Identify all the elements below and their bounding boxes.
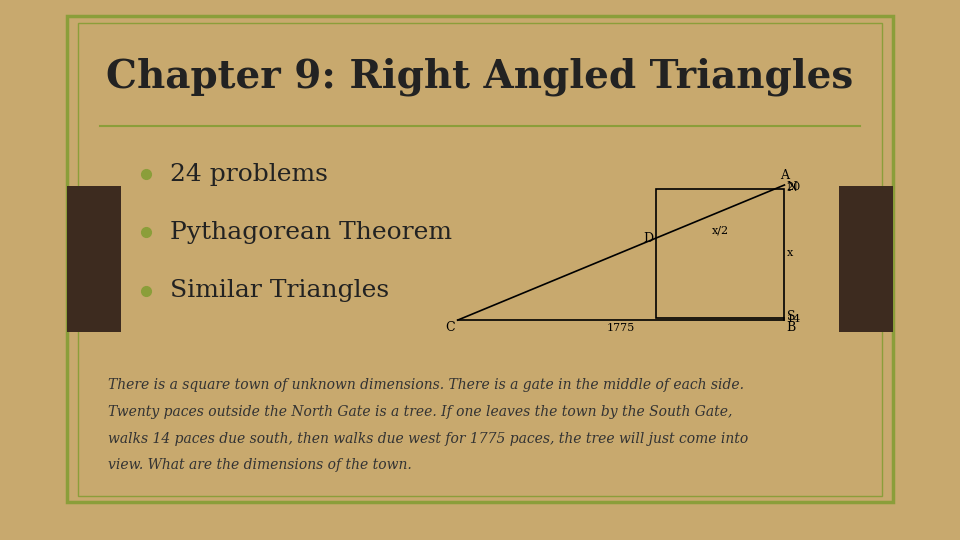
Text: view. What are the dimensions of the town.: view. What are the dimensions of the tow… <box>108 458 412 472</box>
Bar <box>656 188 784 318</box>
Text: walks 14 paces due south, then walks due west for 1775 paces, the tree will just: walks 14 paces due south, then walks due… <box>108 432 749 445</box>
Text: D: D <box>643 232 654 245</box>
Text: A: A <box>780 169 789 182</box>
Text: Pythagorean Theorem: Pythagorean Theorem <box>171 221 452 244</box>
Text: x/2: x/2 <box>711 226 729 235</box>
Text: There is a square town of unknown dimensions. There is a gate in the middle of e: There is a square town of unknown dimens… <box>108 378 745 392</box>
Text: 14: 14 <box>786 314 801 324</box>
Text: C: C <box>445 321 455 334</box>
Text: S: S <box>786 310 795 323</box>
Text: Chapter 9: Right Angled Triangles: Chapter 9: Right Angled Triangles <box>107 58 853 96</box>
Text: 1775: 1775 <box>607 323 636 334</box>
Text: 20: 20 <box>786 182 801 192</box>
Bar <box>67 186 121 332</box>
Text: N: N <box>786 181 798 194</box>
Text: Twenty paces outside the North Gate is a tree. If one leaves the town by the Sou: Twenty paces outside the North Gate is a… <box>108 405 732 419</box>
Text: 24 problems: 24 problems <box>171 163 328 186</box>
Text: B: B <box>786 321 796 334</box>
Text: Similar Triangles: Similar Triangles <box>171 279 390 302</box>
Bar <box>839 186 893 332</box>
Text: x: x <box>786 248 793 258</box>
